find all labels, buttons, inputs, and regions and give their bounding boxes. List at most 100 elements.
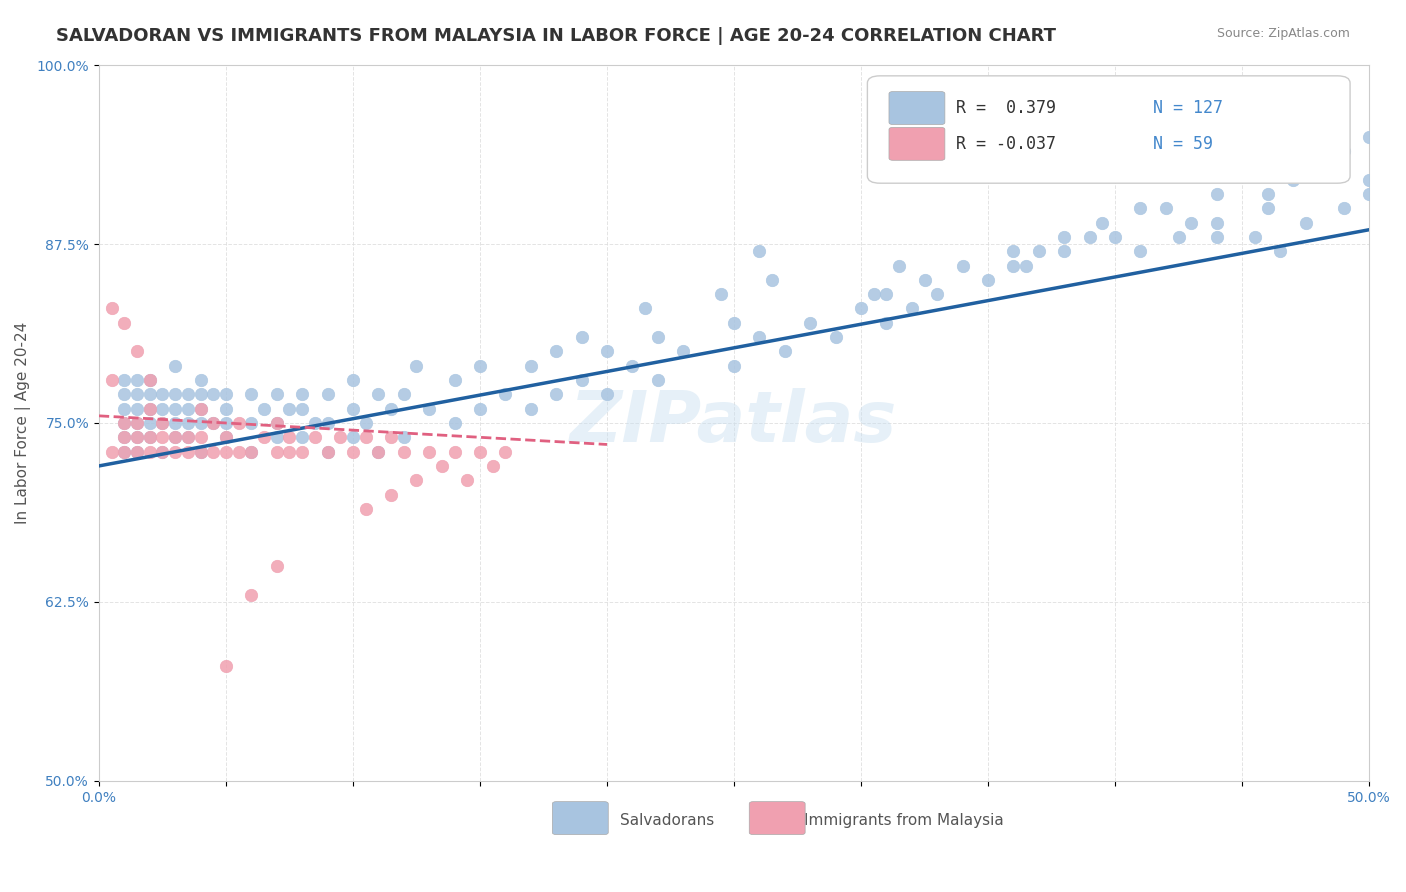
Point	[278, 401, 301, 416]
Point	[165, 430, 187, 444]
Point	[125, 430, 148, 444]
Point	[152, 401, 174, 416]
Point	[367, 444, 389, 458]
Text: N = 127: N = 127	[1153, 99, 1223, 117]
Point	[824, 330, 846, 344]
Point	[354, 502, 377, 516]
Point	[240, 444, 263, 458]
FancyBboxPatch shape	[553, 802, 609, 835]
Point	[405, 359, 427, 373]
Point	[380, 430, 402, 444]
Point	[1180, 216, 1202, 230]
Point	[100, 444, 122, 458]
Point	[1282, 172, 1305, 186]
Point	[723, 359, 745, 373]
Point	[100, 373, 122, 387]
Point	[520, 359, 543, 373]
Point	[468, 401, 491, 416]
Point	[468, 444, 491, 458]
Point	[392, 387, 415, 401]
FancyBboxPatch shape	[749, 802, 806, 835]
Point	[138, 430, 160, 444]
Point	[342, 444, 364, 458]
Point	[901, 301, 924, 316]
Point	[1358, 186, 1381, 201]
Point	[354, 430, 377, 444]
Point	[291, 444, 314, 458]
Point	[342, 401, 364, 416]
Point	[1167, 230, 1189, 244]
Point	[977, 273, 1000, 287]
Point	[112, 401, 135, 416]
Point	[112, 430, 135, 444]
Point	[952, 259, 974, 273]
Point	[748, 244, 770, 259]
Point	[1015, 259, 1038, 273]
Point	[1002, 259, 1025, 273]
Point	[342, 430, 364, 444]
Point	[761, 273, 783, 287]
Point	[520, 401, 543, 416]
Point	[927, 287, 949, 301]
Point	[1256, 201, 1278, 215]
Text: Salvadorans: Salvadorans	[620, 813, 714, 828]
Point	[125, 430, 148, 444]
Point	[112, 430, 135, 444]
Point	[165, 444, 187, 458]
Point	[190, 444, 212, 458]
Point	[266, 444, 288, 458]
Point	[138, 387, 160, 401]
Text: Source: ZipAtlas.com: Source: ZipAtlas.com	[1216, 27, 1350, 40]
Point	[138, 373, 160, 387]
Point	[125, 416, 148, 430]
Point	[494, 387, 516, 401]
Point	[152, 387, 174, 401]
Point	[1104, 230, 1126, 244]
Point	[112, 373, 135, 387]
Point	[152, 430, 174, 444]
Point	[177, 401, 200, 416]
Point	[190, 430, 212, 444]
Point	[875, 287, 897, 301]
Point	[177, 387, 200, 401]
Point	[418, 401, 440, 416]
Point	[596, 387, 619, 401]
Point	[1205, 216, 1227, 230]
Point	[889, 259, 911, 273]
Point	[672, 344, 695, 359]
Point	[304, 416, 326, 430]
Point	[190, 416, 212, 430]
Point	[748, 330, 770, 344]
Point	[125, 416, 148, 430]
Point	[138, 444, 160, 458]
Point	[1270, 244, 1292, 259]
Point	[367, 387, 389, 401]
Point	[253, 401, 276, 416]
Point	[1053, 244, 1076, 259]
Point	[215, 430, 238, 444]
Point	[152, 416, 174, 430]
Point	[418, 444, 440, 458]
Point	[392, 444, 415, 458]
Point	[100, 301, 122, 316]
Point	[165, 430, 187, 444]
Point	[1205, 186, 1227, 201]
Point	[152, 444, 174, 458]
Point	[215, 387, 238, 401]
Point	[773, 344, 796, 359]
Point	[228, 444, 250, 458]
Point	[190, 373, 212, 387]
Point	[329, 430, 352, 444]
Point	[190, 401, 212, 416]
Point	[165, 401, 187, 416]
Point	[723, 316, 745, 330]
Point	[125, 373, 148, 387]
Text: R = -0.037: R = -0.037	[956, 135, 1056, 153]
Point	[291, 387, 314, 401]
Point	[647, 330, 669, 344]
Point	[112, 416, 135, 430]
Point	[316, 416, 339, 430]
Point	[112, 444, 135, 458]
Text: Immigrants from Malaysia: Immigrants from Malaysia	[804, 813, 1004, 828]
Point	[177, 416, 200, 430]
